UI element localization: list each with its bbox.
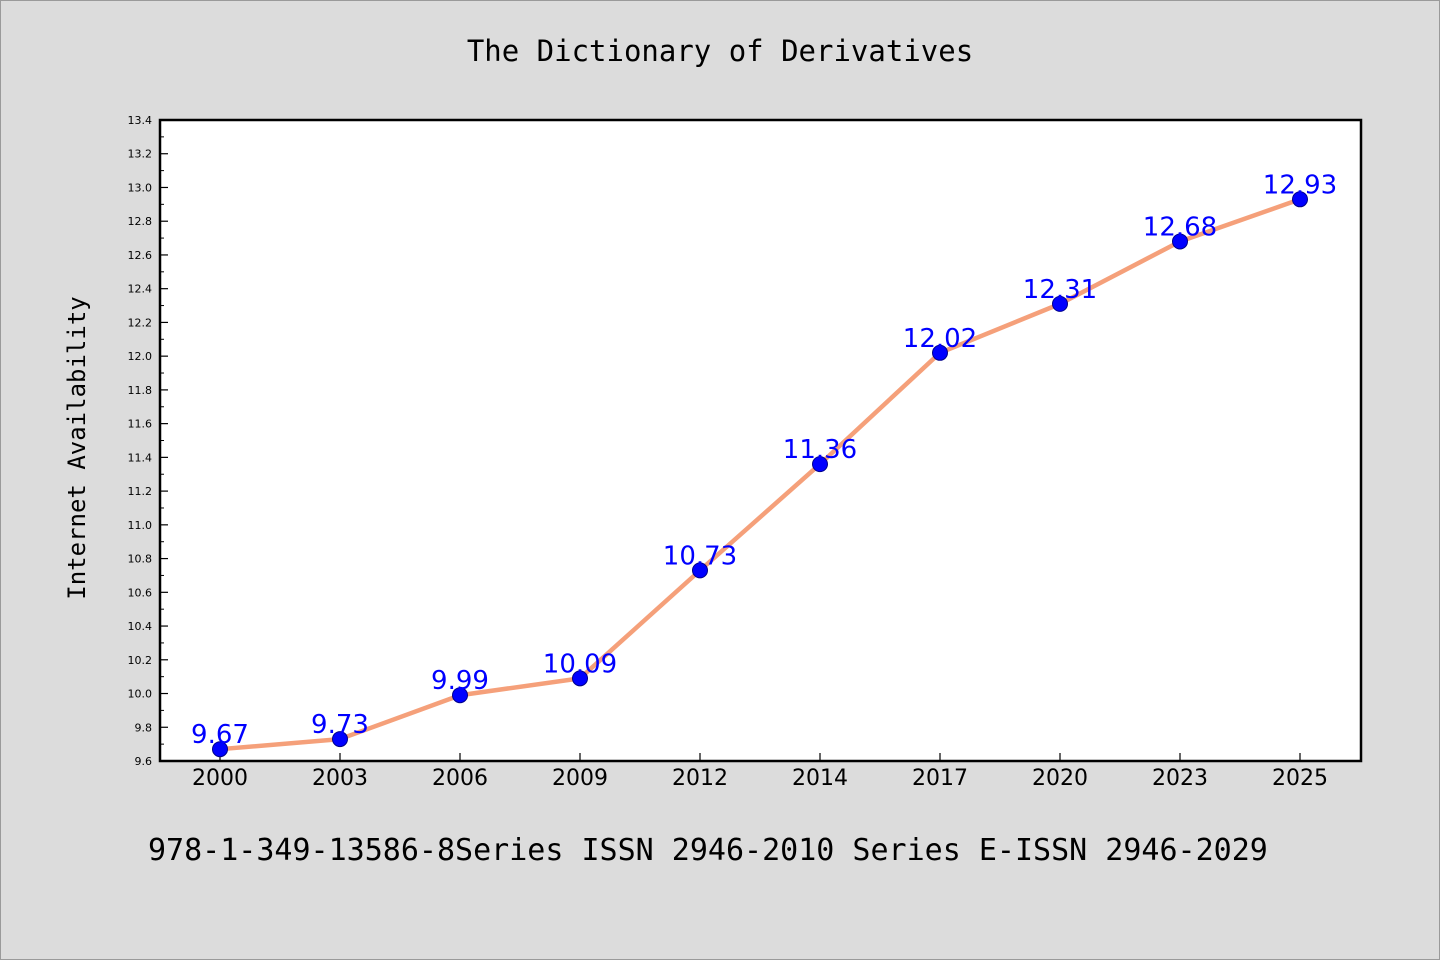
y-axis-ticks: 9.6 9.8 10.0 10.2 10.4 10.6 10.8 11.0 11.2 11.4 11… [128,114,168,768]
data-point [452,687,468,704]
data-label: 12.02 [903,324,977,354]
series-markers [212,191,1308,758]
y-tick-label: 10.6 [128,586,153,599]
data-label: 11.36 [783,435,857,465]
data-labels: 9.67 9.73 9.99 10.09 10.73 11.36 12.02 12.31 12.… [191,170,1337,750]
y-tick-label: 12.4 [128,283,153,296]
data-point [1052,295,1068,312]
series-line [217,197,1303,752]
x-tick-label: 2023 [1152,766,1208,791]
x-axis-ticks: 2000 2003 2006 2009 2012 2014 2017 2020 2023 2025 [192,753,1328,791]
y-tick-label: 9.6 [135,755,153,768]
data-point [572,670,588,687]
y-tick-label: 10.2 [128,654,153,667]
y-tick-label: 11.6 [128,418,153,431]
y-tick-label: 10.0 [128,688,153,701]
x-tick-label: 2025 [1272,766,1328,791]
y-tick-label: 12.0 [128,350,153,363]
y-tick-label: 12.6 [128,249,153,262]
y-tick-label: 11.0 [128,519,153,532]
data-label: 9.73 [311,710,369,740]
data-label: 12.31 [1023,275,1097,305]
data-label: 12.93 [1263,170,1337,200]
y-tick-label: 12.8 [128,215,153,228]
x-tick-label: 2020 [1032,766,1088,791]
data-point [1172,233,1188,250]
data-label: 10.73 [663,541,737,571]
data-point [812,456,828,473]
x-tick-label: 2009 [552,766,608,791]
y-tick-label: 13.4 [128,114,153,127]
y-tick-label: 12.2 [128,316,153,329]
y-tick-label: 13.2 [128,148,153,161]
x-tick-label: 2003 [312,766,368,791]
x-tick-label: 2017 [912,766,968,791]
x-tick-label: 2000 [192,766,248,791]
y-tick-label: 10.8 [128,553,153,566]
y-tick-label: 10.4 [128,620,153,633]
y-tick-label: 13.0 [128,181,153,194]
data-point [332,731,348,748]
data-point [212,741,228,758]
y-axis-label: Internet Availability [63,296,91,599]
data-label: 10.09 [543,649,617,679]
data-point [932,344,948,361]
data-label: 9.99 [431,666,489,696]
plot-area [158,118,1363,763]
chart-title: The Dictionary of Derivatives [466,34,974,68]
y-tick-label: 11.4 [128,451,153,464]
series-line-group [217,197,1303,752]
data-label: 9.67 [191,720,249,750]
x-tick-label: 2014 [792,766,848,791]
y-tick-label: 9.8 [135,721,153,734]
data-label: 12.68 [1143,212,1217,242]
y-tick-label: 11.8 [128,384,153,397]
x-tick-label: 2012 [672,766,728,791]
data-point [692,562,708,579]
data-point [1292,191,1308,208]
footer-isbn-issn: 978-1-349-13586-8Series ISSN 2946-2010 S… [148,833,1268,868]
x-tick-label: 2006 [432,766,488,791]
y-tick-label: 11.2 [128,485,153,498]
